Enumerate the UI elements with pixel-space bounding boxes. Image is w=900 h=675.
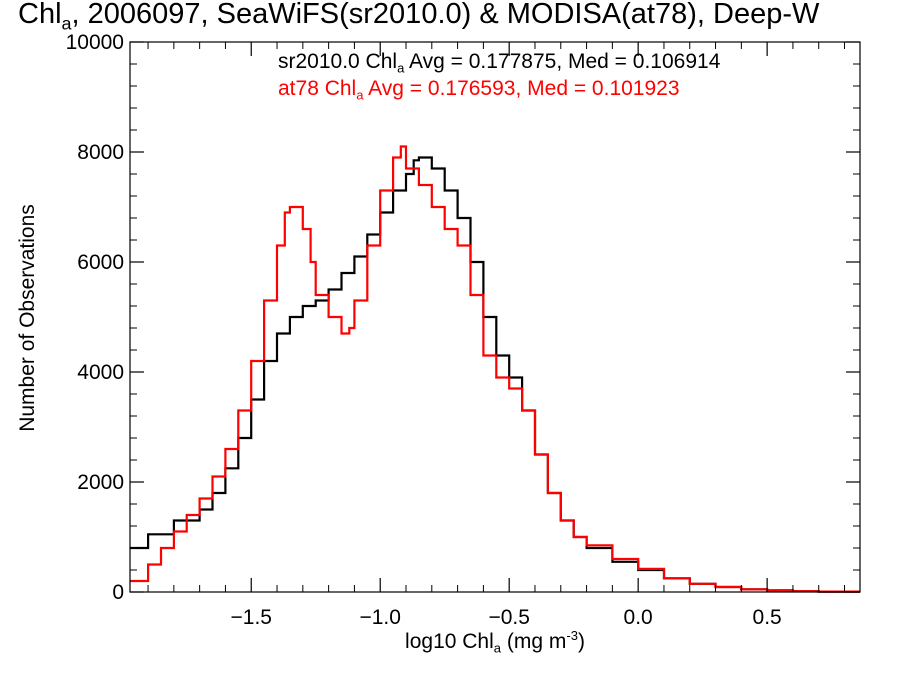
y-axis-label: Number of Observations bbox=[16, 204, 39, 432]
y-tick-label-5: 10000 bbox=[66, 31, 124, 54]
x-tick-label-2: −0.5 bbox=[488, 606, 529, 629]
x-tick-label-4: 0.5 bbox=[753, 606, 782, 629]
series-line-1 bbox=[130, 145, 860, 593]
y-tick-label-0: 0 bbox=[112, 581, 124, 604]
chart-title: Chla, 2006097, SeaWiFS(sr2010.0) & MODIS… bbox=[18, 0, 820, 34]
x-tick-label-1: −1.0 bbox=[359, 606, 400, 629]
series-line-0 bbox=[130, 156, 860, 593]
y-tick-label-1: 2000 bbox=[77, 471, 124, 494]
x-axis-label: log10 Chla (mg m-3) bbox=[405, 628, 585, 656]
y-tick-label-2: 4000 bbox=[77, 361, 124, 384]
legend-entry-sr2010: sr2010.0 Chla Avg = 0.177875, Med = 0.10… bbox=[278, 50, 721, 76]
x-tick-label-3: 0.0 bbox=[624, 606, 653, 629]
y-tick-label-4: 8000 bbox=[77, 141, 124, 164]
x-tick-label-0: −1.5 bbox=[231, 606, 272, 629]
legend-entry-at78: at78 Chla Avg = 0.176593, Med = 0.101923 bbox=[278, 77, 680, 103]
y-tick-label-3: 6000 bbox=[77, 251, 124, 274]
plot-frame bbox=[129, 41, 861, 593]
